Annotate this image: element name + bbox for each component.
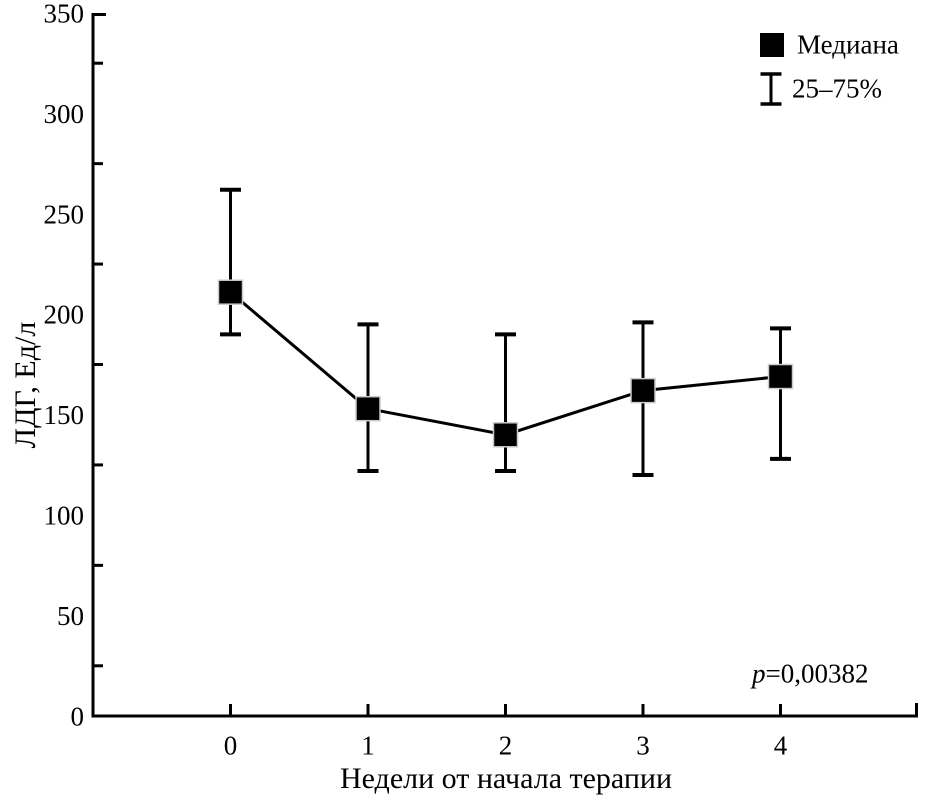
data-point-marker bbox=[767, 363, 794, 390]
p-value-symbol: p bbox=[752, 658, 766, 689]
x-axis-ticks bbox=[229, 704, 782, 716]
x-tick-label: 0 bbox=[224, 730, 238, 760]
y-tick-label: 150 bbox=[44, 400, 85, 430]
y-axis-title: ЛДГ, Ед/л bbox=[9, 321, 42, 449]
data-point-marker bbox=[217, 279, 244, 305]
p-value-annotation: p=0,00382 bbox=[752, 658, 869, 689]
y-tick-label: 100 bbox=[44, 501, 85, 531]
data-point-marker bbox=[355, 395, 381, 422]
legend-errorbar-symbol bbox=[760, 72, 782, 106]
y-tick-label: 50 bbox=[57, 601, 84, 631]
x-tick-labels: 0 1 2 3 4 bbox=[224, 730, 788, 760]
error-bar bbox=[770, 326, 791, 461]
y-tick-label: 200 bbox=[44, 300, 85, 330]
legend-label-median: Медиана bbox=[797, 29, 899, 60]
y-tick-label: 0 bbox=[71, 701, 85, 731]
error-bar bbox=[495, 332, 516, 473]
p-value-text: =0,00382 bbox=[765, 658, 869, 689]
x-tick-label: 3 bbox=[636, 730, 650, 760]
x-axis-title: Недели от начала терапии bbox=[339, 762, 673, 795]
y-tick-labels: 0 50 100 150 200 250 300 350 bbox=[44, 0, 85, 731]
x-tick-label: 1 bbox=[361, 730, 375, 760]
error-bar bbox=[220, 187, 241, 337]
y-tick-label: 250 bbox=[44, 199, 85, 229]
x-tick-label: 2 bbox=[499, 730, 513, 760]
y-tick-label: 300 bbox=[44, 99, 85, 129]
data-point-marker bbox=[630, 377, 656, 404]
y-tick-label: 350 bbox=[44, 0, 85, 28]
data-points bbox=[217, 279, 794, 448]
legend-symbols bbox=[760, 33, 784, 106]
x-tick-label: 4 bbox=[774, 730, 788, 760]
legend-label-iqr: 25–75% bbox=[792, 73, 882, 104]
y-axis-ticks bbox=[93, 61, 103, 668]
data-point-marker bbox=[492, 422, 519, 448]
legend-median-marker bbox=[760, 33, 784, 57]
